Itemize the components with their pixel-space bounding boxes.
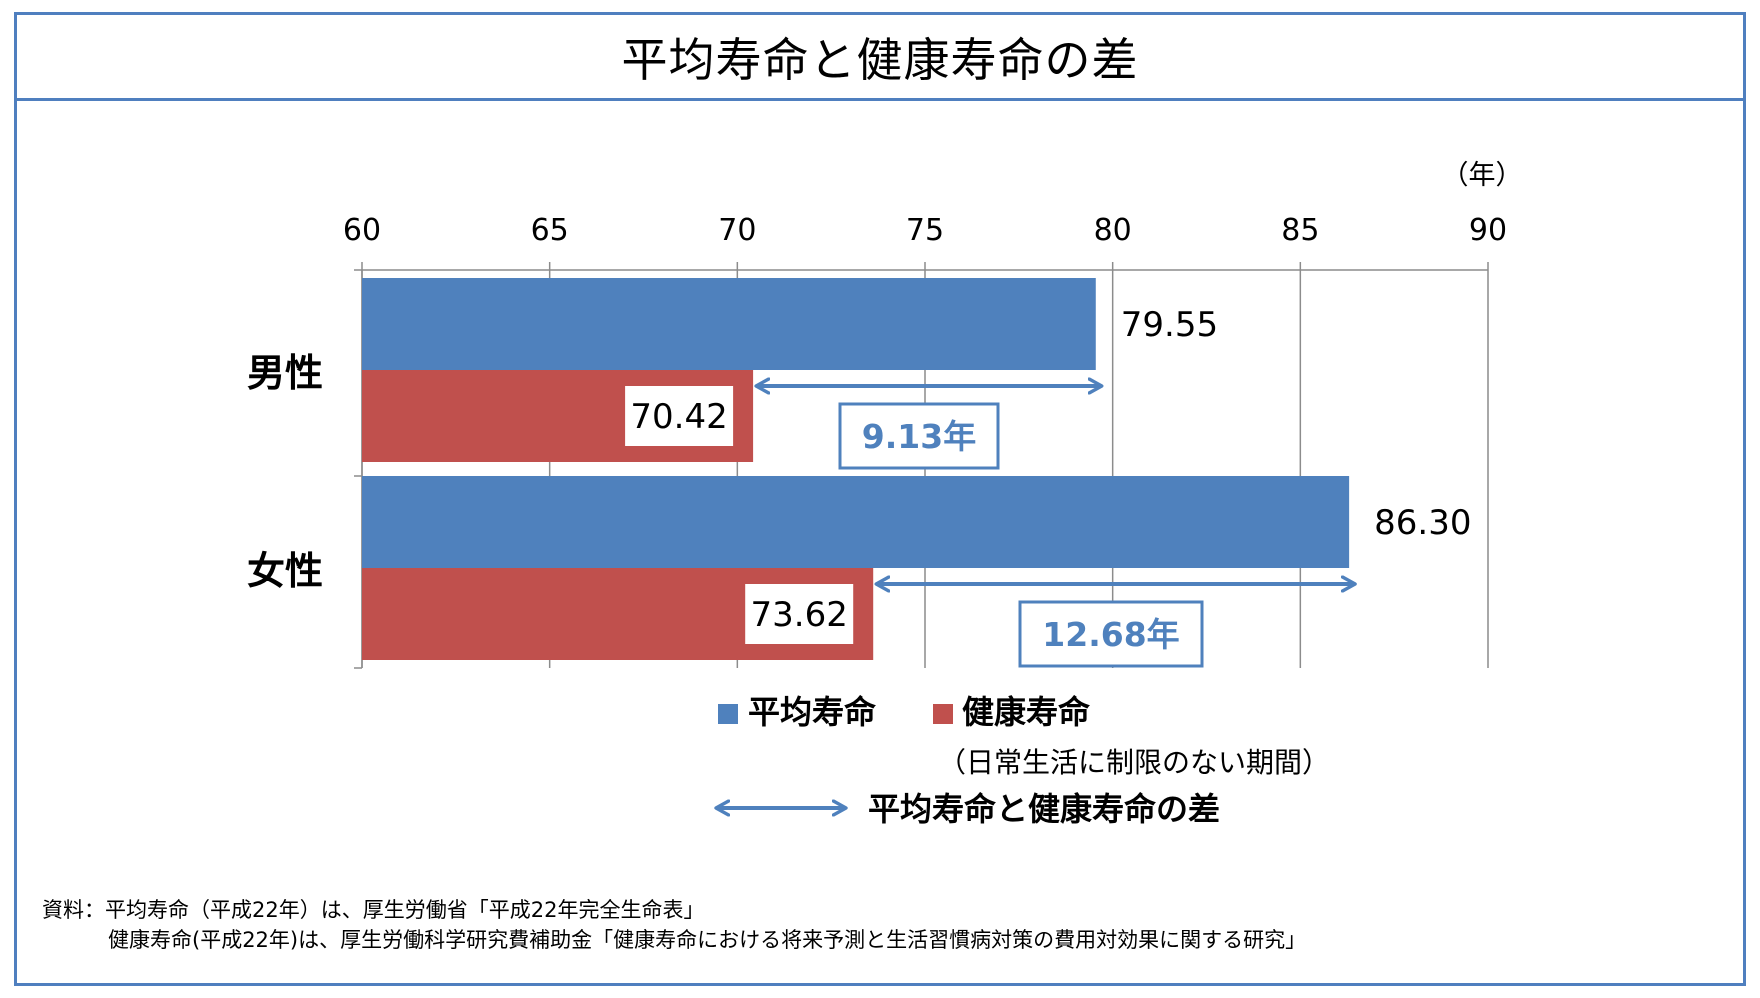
- unit-label: （年）: [1442, 160, 1523, 191]
- data-label: 70.42: [630, 397, 727, 437]
- data-label: 86.30: [1374, 503, 1471, 543]
- data-label-box: [625, 386, 734, 446]
- chart-frame: 平均寿命と健康寿命の差: [14, 12, 1746, 986]
- category-label: 男性: [247, 351, 323, 395]
- data-label: 73.62: [751, 595, 848, 635]
- title-bar: 平均寿命と健康寿命の差: [17, 15, 1743, 101]
- tick-label: 75: [906, 213, 944, 248]
- difference-label: 12.68年: [1042, 615, 1179, 654]
- legend-note: （日常生活に制限のない期間）: [938, 746, 1330, 779]
- chart-title: 平均寿命と健康寿命の差: [621, 32, 1139, 87]
- tick-label: 60: [343, 213, 381, 248]
- difference-label-box: [1018, 600, 1204, 668]
- legend-swatch: [933, 704, 953, 724]
- data-label: 79.55: [1121, 305, 1218, 345]
- source-line-1: 資料：平均寿命（平成22年）は、厚生労働省「平成22年完全生命表」: [42, 898, 705, 922]
- bar: [362, 476, 1350, 568]
- legend-label: 平均寿命: [748, 693, 877, 731]
- legend-label: 健康寿命: [962, 693, 1091, 731]
- tick-label: 90: [1469, 213, 1507, 248]
- legend-swatch: [718, 704, 738, 724]
- bar: [362, 278, 1096, 370]
- tick-label: 65: [531, 213, 569, 248]
- tick-label: 70: [718, 213, 756, 248]
- source-line-2: 健康寿命(平成22年)は、厚生労働科学研究費補助金「健康寿命における将来予測と生…: [108, 928, 1307, 952]
- difference-label: 9.13年: [862, 417, 976, 456]
- difference-label-box: [838, 402, 1000, 470]
- category-label: 女性: [247, 549, 323, 593]
- source-note: 資料：平均寿命（平成22年）は、厚生労働省「平成22年完全生命表」 健康寿命(平…: [42, 895, 1306, 955]
- tick-label: 85: [1281, 213, 1319, 248]
- data-label-box: [745, 584, 854, 644]
- tick-label: 80: [1094, 213, 1132, 248]
- legend-arrow-label: 平均寿命と健康寿命の差: [868, 790, 1220, 828]
